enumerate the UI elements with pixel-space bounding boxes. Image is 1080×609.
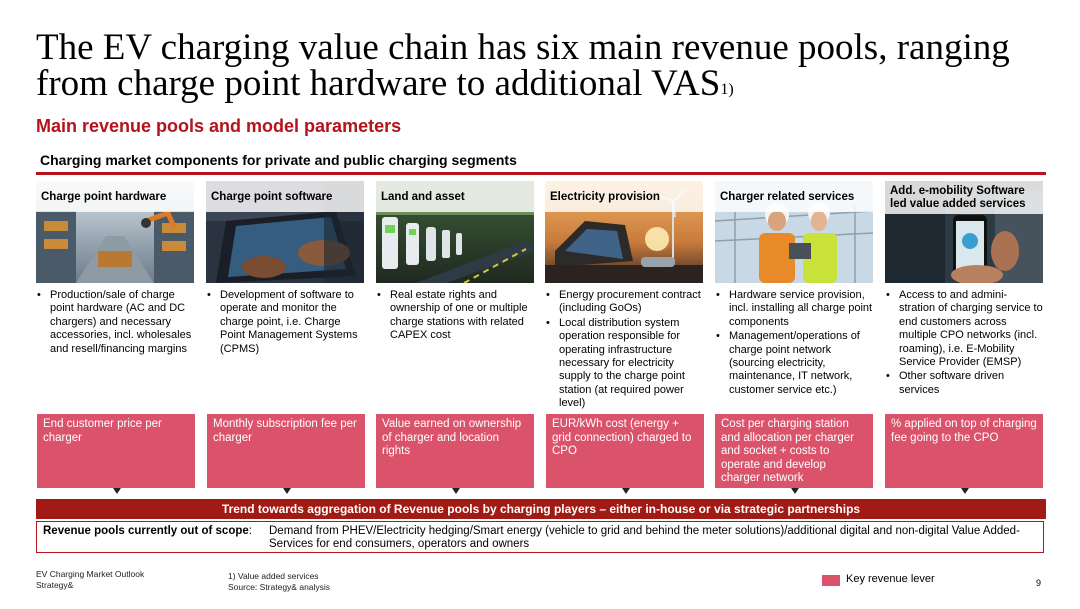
column-header: Electricity provision: [545, 181, 703, 212]
warehouse-robot-image: Charge point hardware: [36, 181, 194, 283]
column-add-e-mobility-software: Add. e-mobility Software led value added…: [885, 181, 1043, 398]
trend-banner: Trend towards aggregation of Revenue poo…: [36, 499, 1046, 519]
engineers-image: Charger related services: [715, 181, 873, 283]
bullet-item: Development of software to operate and m…: [206, 289, 364, 356]
wind-turbine-image: Electricity provision: [545, 181, 703, 283]
smartphone-app-image: Add. e-mobility Software led value added…: [885, 181, 1043, 283]
column-header: Add. e-mobility Software led value added…: [885, 181, 1043, 214]
page-number: 9: [1036, 578, 1042, 588]
column-charge-point-hardware: Charge point hardware Production/sale of…: [36, 181, 194, 357]
bullet-item: Management/operations of charge point ne…: [715, 330, 873, 397]
bullet-list: Access to and admini-stration of chargin…: [885, 289, 1043, 397]
column-header: Charger related services: [715, 181, 873, 212]
bullet-item: Real estate rights and ownership of one …: [376, 289, 534, 343]
down-arrow-icon: [622, 488, 630, 494]
page-title-text: The EV charging value chain has six main…: [36, 27, 1010, 104]
out-of-scope-text: Demand from PHEV/Electricity hedging/Sma…: [269, 525, 1020, 550]
section-label: Charging market components for private a…: [40, 152, 517, 168]
column-header: Charge point hardware: [36, 181, 194, 212]
column-land-and-asset: Land and asset Real estate rights and ow…: [376, 181, 534, 344]
bullet-list: Development of software to operate and m…: [206, 289, 364, 356]
lever-box-add-e-mobility-software: % applied on top of charging fee going t…: [885, 414, 1043, 488]
title-footnote-mark: 1): [720, 81, 734, 98]
bullet-list: Energy procurement contract (including G…: [545, 289, 703, 411]
column-header: Land and asset: [376, 181, 534, 212]
charging-stations-image: Land and asset: [376, 181, 534, 283]
footer-doc-name: EV Charging Market Outlook: [36, 569, 145, 579]
down-arrow-icon: [791, 488, 799, 494]
lever-box-electricity-provision: EUR/kWh cost (energy + grid connection) …: [546, 414, 704, 488]
down-arrow-icon: [283, 488, 291, 494]
lever-box-charger-related-services: Cost per charging station and allocation…: [715, 414, 873, 488]
legend-label: Key revenue lever: [846, 573, 935, 585]
footer-notes: 1) Value added services Source: Strategy…: [228, 571, 330, 593]
bullet-item: Local distribution system operation resp…: [545, 317, 703, 411]
column-charger-related-services: Charger related services Hardware servic…: [715, 181, 873, 398]
bullet-item: Access to and admini-stration of chargin…: [885, 289, 1043, 369]
footnote: 1) Value added services: [228, 571, 319, 581]
lever-box-charge-point-software: Monthly subscription fee per charger: [207, 414, 365, 488]
bullet-item: Other software driven services: [885, 370, 1043, 397]
column-electricity-provision: Electricity provision Energy procurement…: [545, 181, 703, 412]
down-arrow-icon: [113, 488, 121, 494]
bullet-item: Production/sale of charge point hardware…: [36, 289, 194, 356]
page-title: The EV charging value chain has six main…: [36, 27, 1046, 104]
bullet-item: Energy procurement contract (including G…: [545, 289, 703, 316]
column-header: Charge point software: [206, 181, 364, 212]
out-of-scope-colon: :: [248, 525, 252, 537]
footer-left: EV Charging Market Outlook Strategy&: [36, 569, 144, 591]
out-of-scope-label: Revenue pools currently out of scope: [43, 525, 249, 537]
page-subtitle: Main revenue pools and model parameters: [36, 116, 402, 136]
out-of-scope-box: Revenue pools currently out of scope: De…: [36, 521, 1044, 553]
legend-swatch: [822, 575, 840, 586]
lever-box-land-and-asset: Value earned on ownership of charger and…: [376, 414, 534, 488]
lever-box-charge-point-hardware: End customer price per charger: [37, 414, 195, 488]
bullet-item: Hardware service provision, incl. instal…: [715, 289, 873, 329]
section-divider: [36, 172, 1046, 175]
bullet-list: Real estate rights and ownership of one …: [376, 289, 534, 343]
down-arrow-icon: [961, 488, 969, 494]
down-arrow-icon: [452, 488, 460, 494]
footer-company: Strategy&: [36, 580, 74, 590]
column-charge-point-software: Charge point software Development of sof…: [206, 181, 364, 357]
bullet-list: Hardware service provision, incl. instal…: [715, 289, 873, 397]
bullet-list: Production/sale of charge point hardware…: [36, 289, 194, 356]
source-note: Source: Strategy& analysis: [228, 582, 331, 592]
laptop-typing-image: Charge point software: [206, 181, 364, 283]
